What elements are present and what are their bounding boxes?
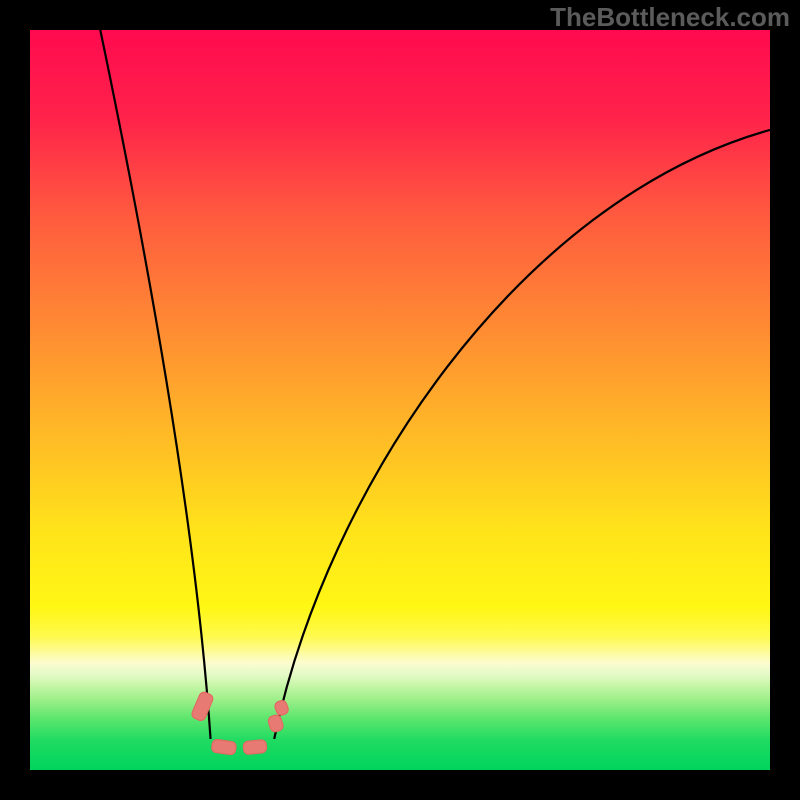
- plot-svg: [30, 30, 770, 770]
- plot-area: [30, 30, 770, 770]
- mark-1: [211, 739, 237, 755]
- mark-2: [243, 739, 267, 754]
- watermark-text: TheBottleneck.com: [550, 2, 790, 33]
- gradient-background: [30, 30, 770, 770]
- chart-container: TheBottleneck.com: [0, 0, 800, 800]
